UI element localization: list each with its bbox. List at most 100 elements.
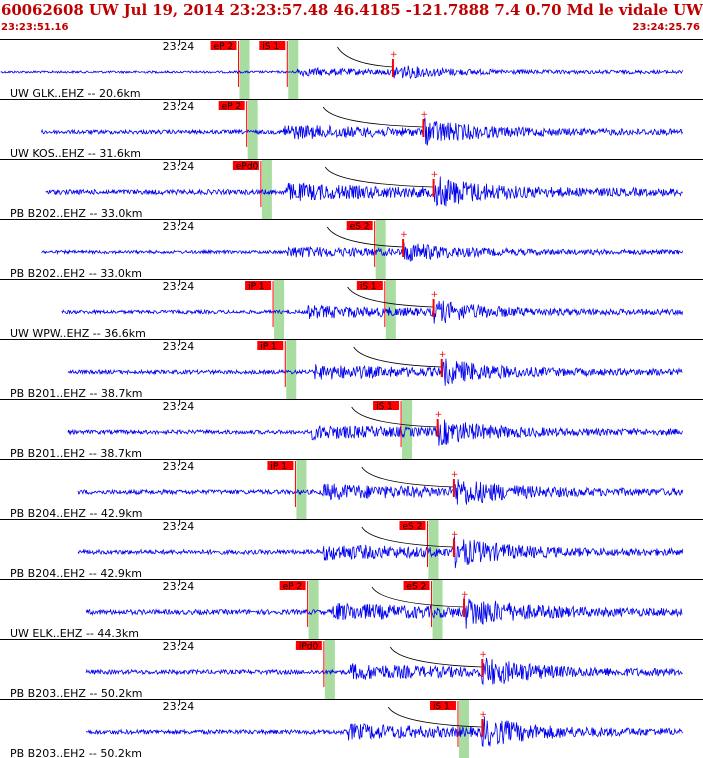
theoretical-arrival-curve xyxy=(361,526,454,548)
s-pick-label: eS 2 xyxy=(350,222,370,232)
theoretical-arrival-curve xyxy=(353,346,442,368)
p-pick-label: eP 2 xyxy=(222,102,242,112)
s-pick-label: iS 1 xyxy=(262,42,279,52)
p-pick-band xyxy=(296,460,307,519)
waveform xyxy=(85,596,683,629)
theoretical-arrival-plus: + xyxy=(451,530,459,540)
trace-panels: 23:24 eP 2 iS 1 + UW GLK..EHZ -- 20.6km 23:24… xyxy=(0,39,703,758)
p-pick-box xyxy=(245,281,272,290)
station-label: PB B201..EH2 -- 38.7km xyxy=(10,447,142,460)
start-time-label: 23:23:51.16 xyxy=(1,22,69,33)
s-pick-label: iS 1 xyxy=(360,282,377,292)
p-pick-box xyxy=(295,641,322,650)
p-pick-label: iP 1 xyxy=(248,282,265,292)
p-pick-band xyxy=(324,640,335,699)
minute-tick-label: 23:24 xyxy=(163,100,195,113)
minute-tick-label: 23:24 xyxy=(163,220,195,233)
s-pick-box xyxy=(259,41,286,50)
minute-tick-label: 23:24 xyxy=(163,340,195,353)
p-pick-box xyxy=(218,101,245,110)
station-label: UW WPW..EHZ -- 36.6km xyxy=(10,327,146,340)
p-pick-label: iP 1 xyxy=(270,462,287,472)
theoretical-arrival-plus: + xyxy=(400,230,408,240)
theoretical-arrival-plus: + xyxy=(451,470,459,480)
s-pick-box xyxy=(403,581,430,590)
p-pick-box xyxy=(210,41,237,50)
minute-tick-label: 23:24 xyxy=(163,700,195,713)
s-pick-box xyxy=(429,701,456,710)
station-label: PB B204..EHZ -- 42.9km xyxy=(10,507,142,520)
theoretical-arrival-curve xyxy=(361,466,454,488)
p-pick-label: eP 2 xyxy=(214,42,234,52)
p-pick-label: ePd0 xyxy=(236,162,259,172)
waveform xyxy=(41,242,683,262)
theoretical-arrival-plus: + xyxy=(431,170,439,180)
theoretical-arrival-curve xyxy=(322,106,424,128)
station-label: UW GLK..EHZ -- 20.6km xyxy=(10,87,141,100)
p-pick-label: iPd0 xyxy=(299,642,319,652)
minute-tick-label: 23:24 xyxy=(163,40,195,53)
s-pick-label: iS 1 xyxy=(376,402,393,412)
station-label: PB B202..EHZ -- 33.0km xyxy=(10,207,142,220)
p-pick-band xyxy=(261,160,272,219)
p-pick-label: iP 1 xyxy=(260,342,277,352)
s-pick-band xyxy=(402,400,413,459)
theoretical-arrival-curve xyxy=(387,706,483,728)
s-pick-band xyxy=(385,280,396,339)
p-pick-label: eP 2 xyxy=(283,582,303,592)
theoretical-arrival-curve xyxy=(324,166,434,188)
p-pick-box xyxy=(267,461,294,470)
theoretical-arrival-curve xyxy=(389,646,483,668)
theoretical-arrival-curve xyxy=(371,586,465,608)
event-header: 60062608 UW Jul 19, 2014 23:23:57.48 46.… xyxy=(1,1,703,19)
theoretical-arrival-curve xyxy=(326,226,404,248)
s-pick-label: eS 2 xyxy=(407,582,427,592)
s-pick-box xyxy=(373,401,400,410)
waveform xyxy=(61,300,684,324)
s-pick-band xyxy=(458,700,469,758)
waveform xyxy=(41,117,683,146)
minute-tick-label: 23:24 xyxy=(163,400,195,413)
waveform xyxy=(85,657,683,686)
station-label: PB B204..EH2 -- 42.9km xyxy=(10,567,142,580)
theoretical-arrival-plus: + xyxy=(390,50,398,60)
waveform xyxy=(45,176,683,207)
p-pick-box xyxy=(257,341,284,350)
minute-tick-label: 23:24 xyxy=(163,580,195,593)
s-pick-label: eS 2 xyxy=(402,522,422,532)
p-pick-band xyxy=(286,340,297,399)
station-label: PB B202..EH2 -- 33.0km xyxy=(10,267,142,280)
waveform xyxy=(77,535,684,569)
minute-tick-label: 23:24 xyxy=(163,640,195,653)
theoretical-arrival-plus: + xyxy=(479,710,487,720)
s-pick-box xyxy=(399,521,426,530)
theoretical-arrival-plus: + xyxy=(461,590,469,600)
p-pick-band xyxy=(239,40,250,99)
station-label: UW ELK..EHZ -- 44.3km xyxy=(10,627,139,640)
waveform xyxy=(67,419,683,446)
theoretical-arrival-plus: + xyxy=(420,110,428,120)
waveform xyxy=(85,716,683,747)
station-label: UW KOS..EHZ -- 31.6km xyxy=(10,147,141,160)
waveform xyxy=(67,358,683,386)
end-time-label: 23:24:25.76 xyxy=(632,22,700,33)
theoretical-arrival-plus: + xyxy=(431,290,439,300)
station-label: PB B203..EHZ -- 50.2km xyxy=(10,687,142,700)
minute-tick-label: 23:24 xyxy=(163,160,195,173)
theoretical-arrival-plus: + xyxy=(479,650,487,660)
theoretical-arrival-plus: + xyxy=(439,350,447,360)
minute-tick-label: 23:24 xyxy=(163,460,195,473)
s-pick-label: iS 1 xyxy=(433,702,450,712)
p-pick-band xyxy=(247,100,258,159)
theoretical-arrival-curve xyxy=(347,286,434,308)
s-pick-box xyxy=(356,281,383,290)
minute-tick-label: 23:24 xyxy=(163,520,195,533)
p-pick-box xyxy=(279,581,306,590)
theoretical-arrival-curve xyxy=(337,46,393,68)
s-pick-box xyxy=(346,221,373,230)
s-pick-band xyxy=(428,520,439,579)
theoretical-arrival-plus: + xyxy=(435,410,443,420)
waveform xyxy=(77,479,684,505)
p-pick-band xyxy=(274,280,285,339)
